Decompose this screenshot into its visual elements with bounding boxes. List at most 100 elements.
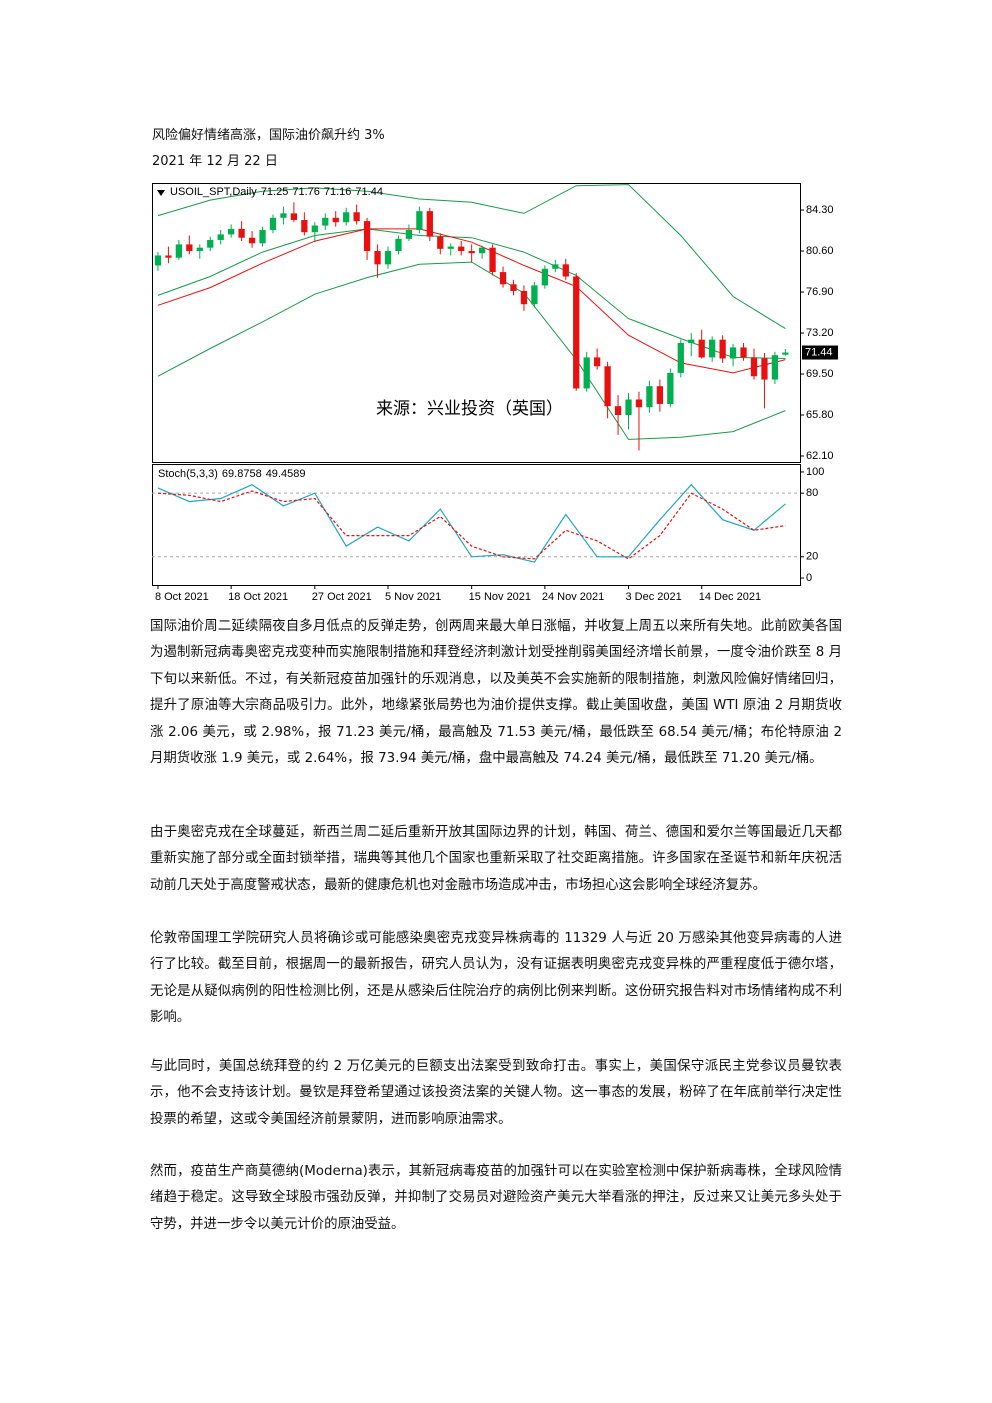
candle-body <box>468 251 475 254</box>
y-tick-label: 62.10 <box>806 450 834 462</box>
candle-body <box>719 339 726 359</box>
last-price-box <box>802 345 838 360</box>
candle-body <box>667 372 674 404</box>
y-tick-label: 80 <box>806 487 818 499</box>
paragraph: 然而，疫苗生产商莫德纳(Moderna)表示，其新冠病毒疫苗的加强针可以在实验室… <box>150 1164 842 1232</box>
candle-body <box>499 272 507 285</box>
indicator-line <box>157 228 786 359</box>
x-tick-label: 3 Dec 2021 <box>626 591 682 603</box>
candle-body <box>541 268 548 286</box>
candle-body <box>709 339 716 358</box>
candle-body <box>322 217 329 226</box>
indicator-value: Stoch(5,3,3) <box>158 468 218 480</box>
candle-body <box>374 251 381 265</box>
paragraph: 国际油价周二延续隔夜自多月低点的反弹走势，创两周来最大单日涨幅，并收复上周五以来… <box>150 619 842 767</box>
candle-body <box>583 357 590 389</box>
candle-body <box>573 276 580 389</box>
indicator-panel <box>152 464 801 586</box>
candle-body <box>416 211 423 230</box>
candle-body <box>698 339 705 358</box>
candle-body <box>269 217 277 230</box>
indicator-line <box>157 184 786 330</box>
candle-body <box>426 211 433 237</box>
candle-body <box>290 213 298 221</box>
header-value: 71.76 <box>292 186 320 198</box>
candle-body <box>343 212 350 223</box>
candle-body <box>594 357 601 367</box>
candle-body <box>384 251 392 265</box>
candle-body <box>750 357 758 377</box>
candle-body <box>740 347 747 358</box>
candle-body <box>458 246 465 252</box>
y-tick-label: 100 <box>806 466 824 478</box>
x-tick-label: 24 Nov 2021 <box>542 591 604 603</box>
y-tick-label: 65.80 <box>806 409 834 421</box>
candle-body <box>771 355 779 380</box>
date: 2021 年 12 月 22 日 <box>152 154 278 169</box>
candle-body <box>478 247 486 254</box>
chart-header: USOIL_SPT,Daily 71.25 71.76 71.16 71.44 <box>170 186 383 198</box>
candle-body <box>186 244 193 252</box>
candle-body <box>301 220 308 233</box>
y-tick-label: 73.20 <box>806 327 834 339</box>
candle-body <box>175 244 183 258</box>
candle-body <box>646 386 653 408</box>
y-tick-label: 69.50 <box>806 368 834 380</box>
x-tick-label: 8 Oct 2021 <box>155 591 209 603</box>
paragraph: 与此同时，美国总统拜登的约 2 万亿美元的巨额支出法案受到致命打击。事实上，美国… <box>150 1059 842 1127</box>
paragraph: 伦敦帝国理工学院研究人员将确诊或可能感染奥密克戎变异株病毒的 11329 人与近… <box>150 931 842 1026</box>
candle-body <box>677 342 684 373</box>
x-tick-label: 27 Oct 2021 <box>312 591 372 603</box>
candle-body <box>207 239 214 248</box>
x-tick-label: 14 Dec 2021 <box>699 591 761 603</box>
indicator-header: Stoch(5,3,3) 69.8758 49.4589 <box>158 468 305 480</box>
x-tick-label: 18 Oct 2021 <box>228 591 288 603</box>
candle-body <box>635 399 643 408</box>
x-tick-label: 15 Nov 2021 <box>469 591 531 603</box>
y-tick-label: 76.90 <box>806 286 834 298</box>
stoch-line <box>157 490 786 560</box>
candle-body <box>625 399 632 416</box>
header-value: 71.25 <box>261 186 289 198</box>
y-tick-label: 0 <box>806 572 812 584</box>
candle-body <box>405 229 413 239</box>
price-panel <box>152 183 801 463</box>
candle-body <box>248 237 256 244</box>
candle-body <box>562 264 569 277</box>
candle-body <box>332 217 339 223</box>
candle-body <box>311 225 318 233</box>
candle-body <box>531 285 538 305</box>
candle-body <box>228 228 235 235</box>
candle-body <box>729 347 737 359</box>
candle-body <box>614 406 622 416</box>
chart: 84.30 80.60 76.90 73.20 69.50 65.80 62.10 8 Oct… <box>152 183 838 603</box>
candle-body <box>363 221 371 252</box>
stoch-line <box>157 483 786 563</box>
candle-body <box>489 247 496 273</box>
x-tick-label: 5 Nov 2021 <box>385 591 441 603</box>
candle-body <box>510 284 517 291</box>
candle-body <box>761 358 768 380</box>
candle-body <box>280 213 287 218</box>
y-tick-label: 20 <box>806 551 818 563</box>
candle-body <box>259 229 266 244</box>
header-value: 71.44 <box>355 186 383 198</box>
header-value: USOIL_SPT,Daily <box>170 186 257 198</box>
indicator-value: 69.8758 <box>222 468 262 480</box>
candle-body <box>447 246 454 249</box>
paragraph: 由于奥密克戎在全球蔓延，新西兰周二延后重新开放其国际边界的计划，韩国、荷兰、德国… <box>150 825 842 893</box>
candle-body <box>688 339 695 343</box>
y-tick-label: 80.60 <box>806 245 834 257</box>
y-tick-label: 84.30 <box>806 204 834 216</box>
candle-body <box>604 366 611 407</box>
candle-body <box>437 236 444 249</box>
candle-body <box>656 386 664 404</box>
last-price-label: 71.44 <box>805 346 833 358</box>
menu-arrow <box>157 190 165 196</box>
candle-body <box>552 264 559 269</box>
indicator-value: 49.4589 <box>266 468 306 480</box>
title: 风险偏好情绪高涨，国际油价飙升约 3% <box>152 128 385 143</box>
candle-body <box>196 247 203 252</box>
header-value: 71.16 <box>324 186 352 198</box>
